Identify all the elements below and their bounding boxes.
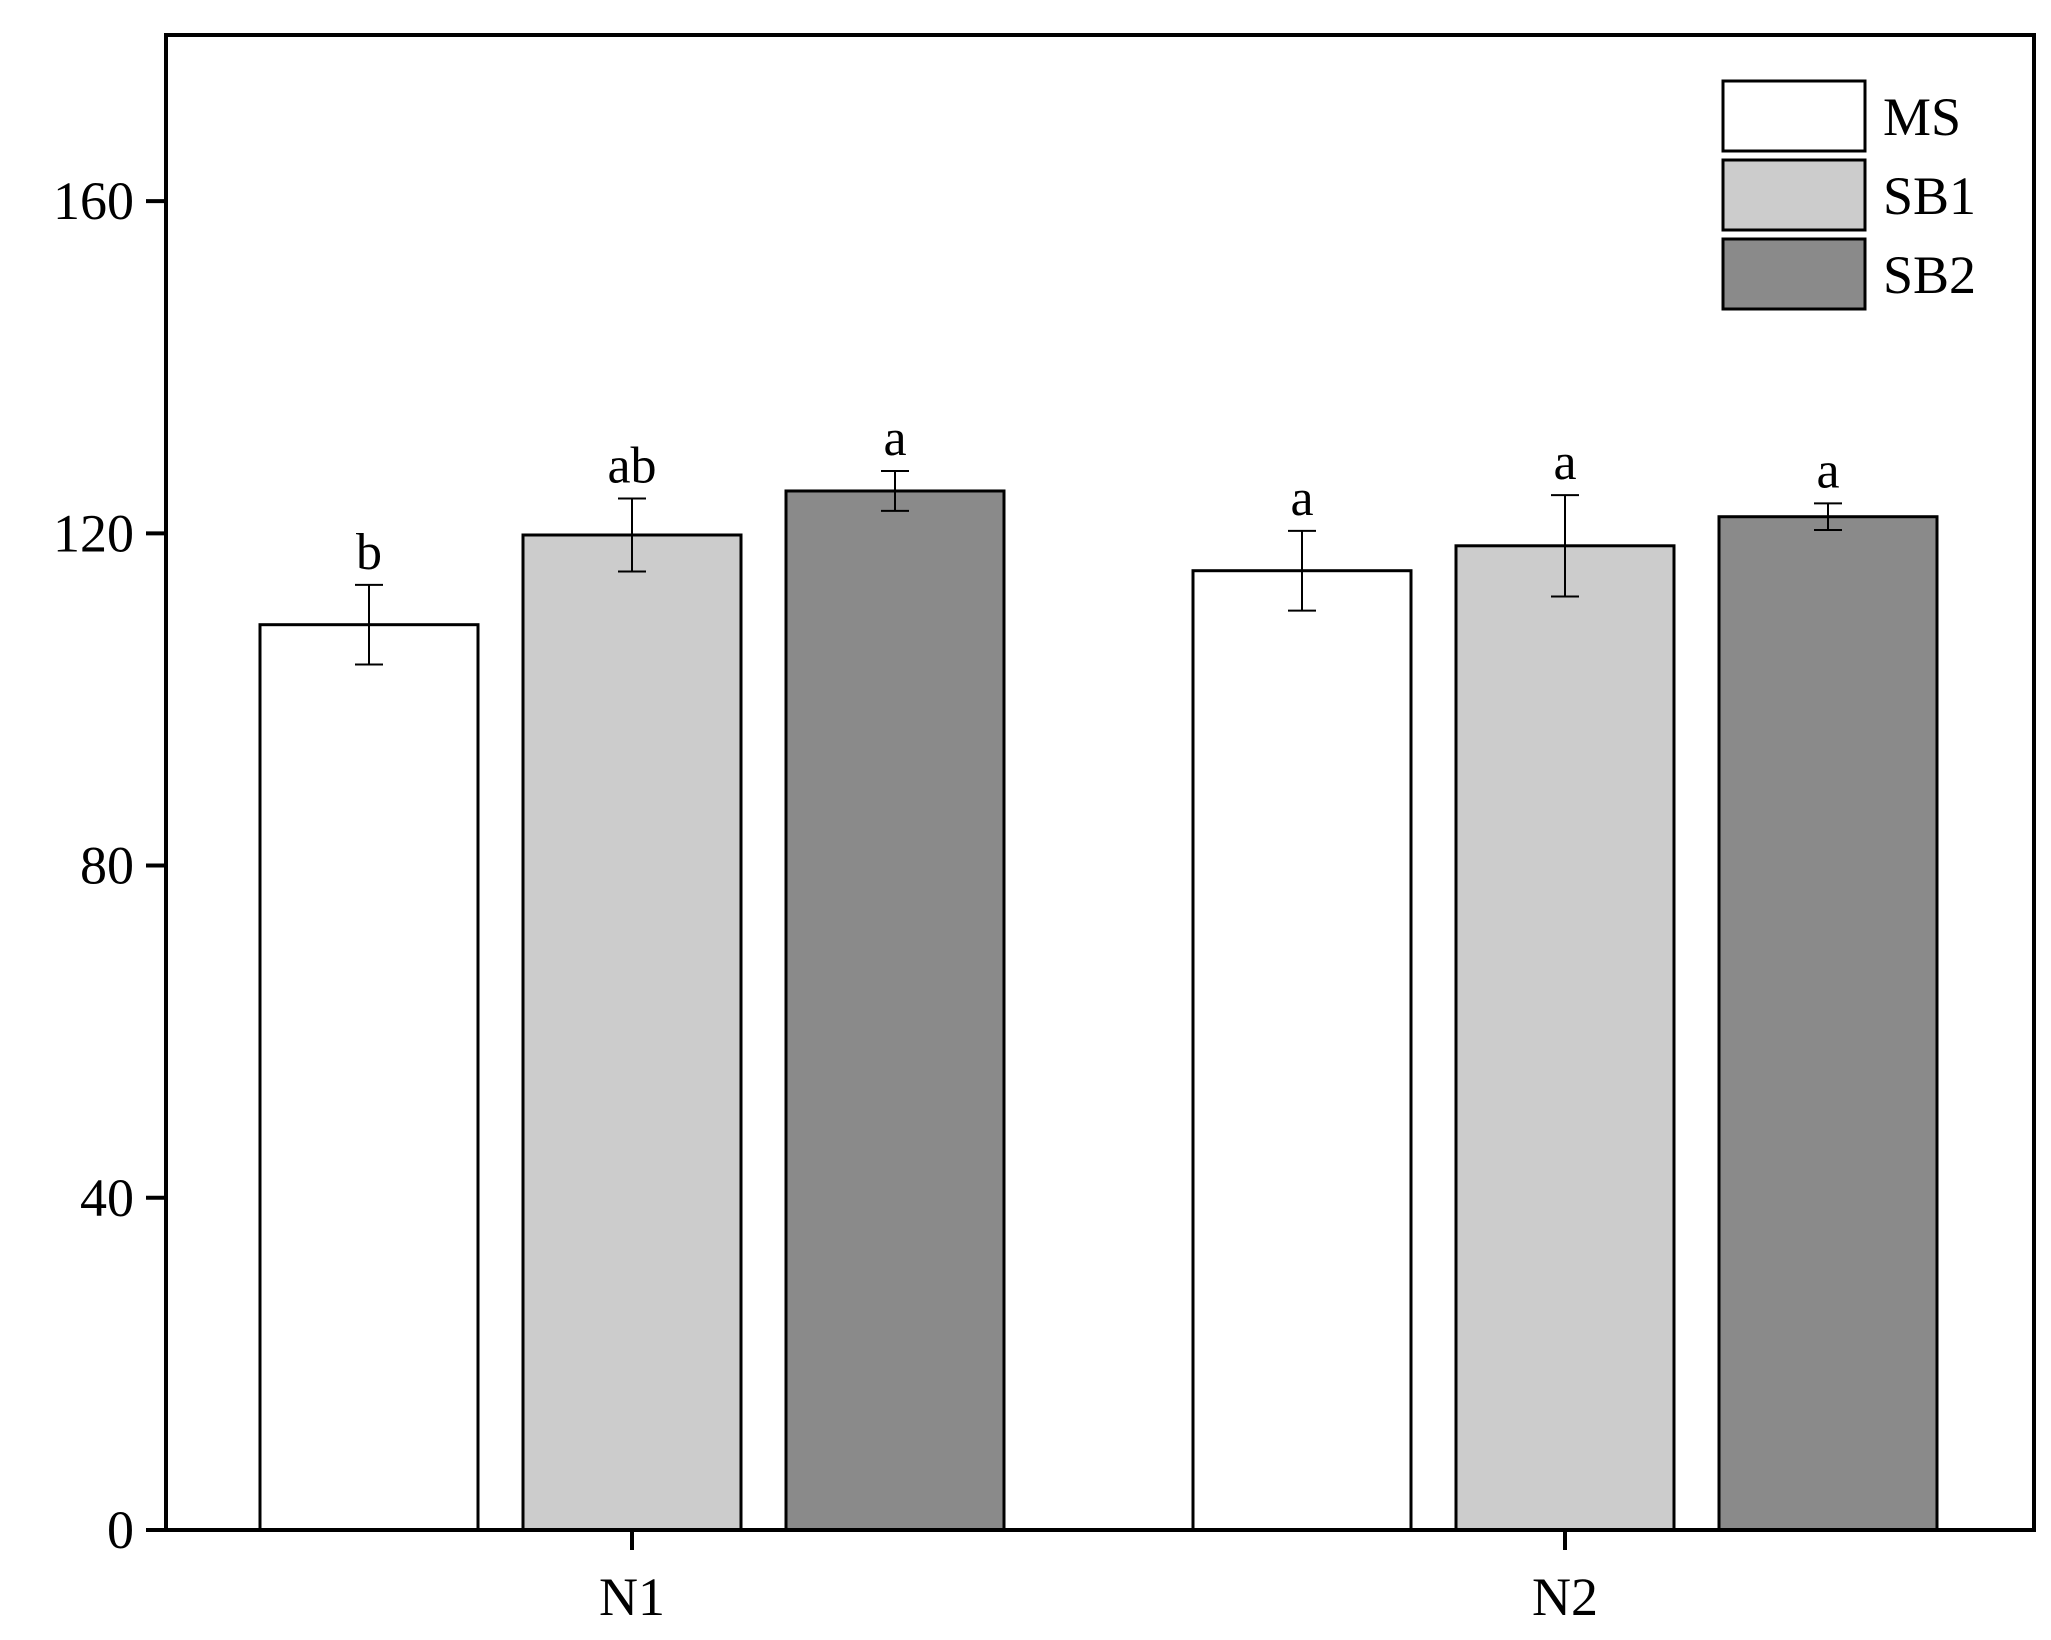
bars-layer [258, 489, 1939, 1532]
error-bars-layer [355, 470, 1842, 666]
error-bar-sb2-n1 [881, 470, 909, 512]
error-bar-sb2-n2 [1814, 502, 1842, 532]
legend-item-ms: MS [1721, 79, 1961, 153]
y-tick-label-120: 120 [53, 503, 134, 563]
bar-ms-n2 [1191, 569, 1413, 1532]
bar-sb1-n1 [521, 533, 743, 1532]
legend-swatch-sb2 [1721, 237, 1867, 311]
legend-label-sb2: SB2 [1883, 245, 1976, 305]
error-bar-sb1-n1 [618, 497, 646, 573]
significance-label-sb2-n1: a [883, 410, 906, 467]
significance-label-ms-n1: b [356, 524, 382, 581]
y-tick-label-40: 40 [80, 1168, 134, 1228]
y-tick-label-80: 80 [80, 836, 134, 896]
bar-sb2-n2 [1717, 515, 1939, 1532]
significance-labels-layer: b ab a a a a [356, 410, 1840, 581]
legend-item-sb1: SB1 [1721, 158, 1976, 232]
plot-frame [164, 33, 2036, 1532]
error-bar-ms-n2 [1288, 529, 1316, 612]
bar-ms-n1 [258, 623, 480, 1532]
y-tick-label-160: 160 [53, 171, 134, 231]
y-tick-label-0: 0 [107, 1500, 134, 1560]
significance-label-sb1-n2: a [1553, 434, 1576, 491]
bar-sb2-n1 [784, 489, 1006, 1532]
error-bar-sb1-n2 [1551, 494, 1579, 598]
legend-swatch-sb1 [1721, 158, 1867, 232]
x-tick-label-n1: N1 [599, 1567, 665, 1627]
legend-swatch-ms [1721, 79, 1867, 153]
legend-label-ms: MS [1883, 87, 1961, 147]
significance-label-sb1-n1: ab [607, 437, 656, 494]
error-bar-ms-n1 [355, 583, 383, 666]
axes-layer: 0 40 80 120 160 N1 N2 [53, 33, 2036, 1627]
legend-item-sb2: SB2 [1721, 237, 1976, 311]
legend: MS SB1 SB2 [1721, 79, 1976, 311]
significance-label-ms-n2: a [1290, 470, 1313, 527]
x-tick-label-n2: N2 [1532, 1567, 1598, 1627]
bar-sb1-n2 [1454, 544, 1676, 1532]
significance-label-sb2-n2: a [1816, 442, 1839, 499]
legend-label-sb1: SB1 [1883, 166, 1976, 226]
